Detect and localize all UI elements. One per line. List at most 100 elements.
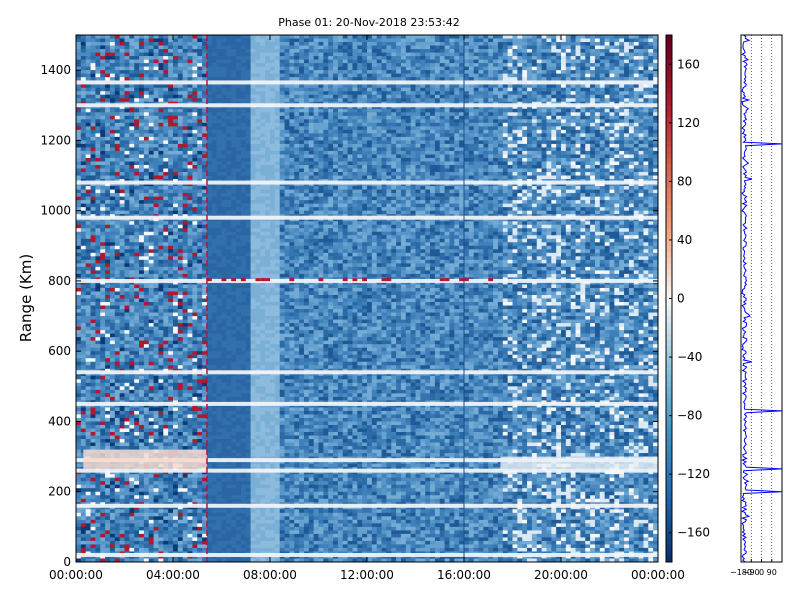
heatmap-cell [522, 172, 527, 176]
heatmap-cell [222, 169, 227, 173]
heatmap-cell [76, 91, 81, 95]
heatmap-cell [488, 60, 493, 64]
heatmap-cell [178, 95, 183, 99]
heatmap-cell [115, 119, 120, 123]
heatmap-cell [542, 35, 547, 39]
heatmap-cell [532, 88, 537, 92]
heatmap-cell [328, 35, 333, 39]
heatmap-cell [401, 63, 406, 67]
heatmap-cell [367, 88, 372, 92]
heatmap-cell [144, 176, 149, 180]
heatmap-cell [352, 137, 357, 141]
heatmap-cell [595, 119, 600, 123]
heatmap-cell [260, 165, 265, 169]
heatmap-cell [251, 123, 256, 127]
heatmap-cell [546, 154, 551, 158]
heatmap-cell [226, 109, 231, 113]
heatmap-cell [367, 49, 372, 53]
heatmap-cell [76, 133, 81, 137]
heatmap-cell [430, 88, 435, 92]
heatmap-cell [454, 84, 459, 88]
heatmap-cell [299, 165, 304, 169]
heatmap-cell [285, 63, 290, 67]
heatmap-cell [265, 49, 270, 53]
heatmap-cell [440, 172, 445, 176]
heatmap-cell [391, 63, 396, 67]
heatmap-cell [192, 158, 197, 162]
heatmap-cell [416, 70, 421, 74]
heatmap-cell [367, 147, 372, 151]
heatmap-cell [537, 130, 542, 134]
heatmap-cell [474, 88, 479, 92]
heatmap-cell [396, 77, 401, 81]
heatmap-cell [319, 133, 324, 137]
heatmap-cell [411, 176, 416, 180]
heatmap-cell [566, 133, 571, 137]
heatmap-cell [91, 95, 96, 99]
heatmap-cell [192, 116, 197, 120]
heatmap-cell [294, 77, 299, 81]
heatmap-cell [435, 161, 440, 165]
heatmap-cell [546, 161, 551, 165]
heatmap-cell [377, 42, 382, 46]
heatmap-cell [571, 130, 576, 134]
heatmap-cell [260, 126, 265, 130]
heatmap-cell [595, 116, 600, 120]
heatmap-cell [619, 98, 624, 102]
heatmap-cell [585, 144, 590, 148]
heatmap-cell [411, 49, 416, 53]
heatmap-cell [590, 56, 595, 60]
heatmap-cell [299, 176, 304, 180]
heatmap-cell [95, 130, 100, 134]
heatmap-cell [212, 91, 217, 95]
heatmap-cell [207, 91, 212, 95]
heatmap-cell [105, 77, 110, 81]
heatmap-cell [571, 112, 576, 116]
heatmap-cell [217, 126, 222, 130]
heatmap-cell [600, 165, 605, 169]
heatmap-cell [556, 109, 561, 113]
heatmap-cell [508, 46, 513, 50]
heatmap-cell [168, 70, 173, 74]
heatmap-cell [648, 42, 653, 46]
heatmap-cell [532, 46, 537, 50]
heatmap-cell [445, 165, 450, 169]
heatmap-cell [86, 53, 91, 57]
heatmap-cell [236, 95, 241, 99]
heatmap-cell [600, 60, 605, 64]
heatmap-cell [643, 112, 648, 116]
heatmap-cell [86, 98, 91, 102]
heatmap-cell [163, 119, 168, 123]
heatmap-cell [304, 74, 309, 78]
heatmap-cell [333, 172, 338, 176]
heatmap-cell [110, 98, 115, 102]
heatmap-cell [639, 42, 644, 46]
heatmap-cell [357, 63, 362, 67]
heatmap-cell [241, 49, 246, 53]
heatmap-cell [105, 49, 110, 53]
heatmap-cell [81, 119, 86, 123]
heatmap-cell [391, 123, 396, 127]
heatmap-cell [430, 126, 435, 130]
heatmap-cell [338, 95, 343, 99]
heatmap-cell [270, 67, 275, 71]
heatmap-cell [163, 151, 168, 155]
heatmap-cell [595, 176, 600, 180]
heatmap-cell [474, 74, 479, 78]
heatmap-cell [197, 116, 202, 120]
heatmap-cell [154, 42, 159, 46]
heatmap-cell [357, 169, 362, 173]
heatmap-cell [328, 140, 333, 144]
heatmap-cell [226, 123, 231, 127]
heatmap-cell [382, 123, 387, 127]
heatmap-cell [105, 169, 110, 173]
heatmap-cell [440, 49, 445, 53]
heatmap-cell [377, 46, 382, 50]
heatmap-cell [474, 63, 479, 67]
heatmap-cell [260, 60, 265, 64]
heatmap-cell [595, 147, 600, 151]
heatmap-cell [100, 119, 105, 123]
heatmap-cell [479, 67, 484, 71]
heatmap-cell [513, 70, 518, 74]
heatmap-cell [231, 151, 236, 155]
